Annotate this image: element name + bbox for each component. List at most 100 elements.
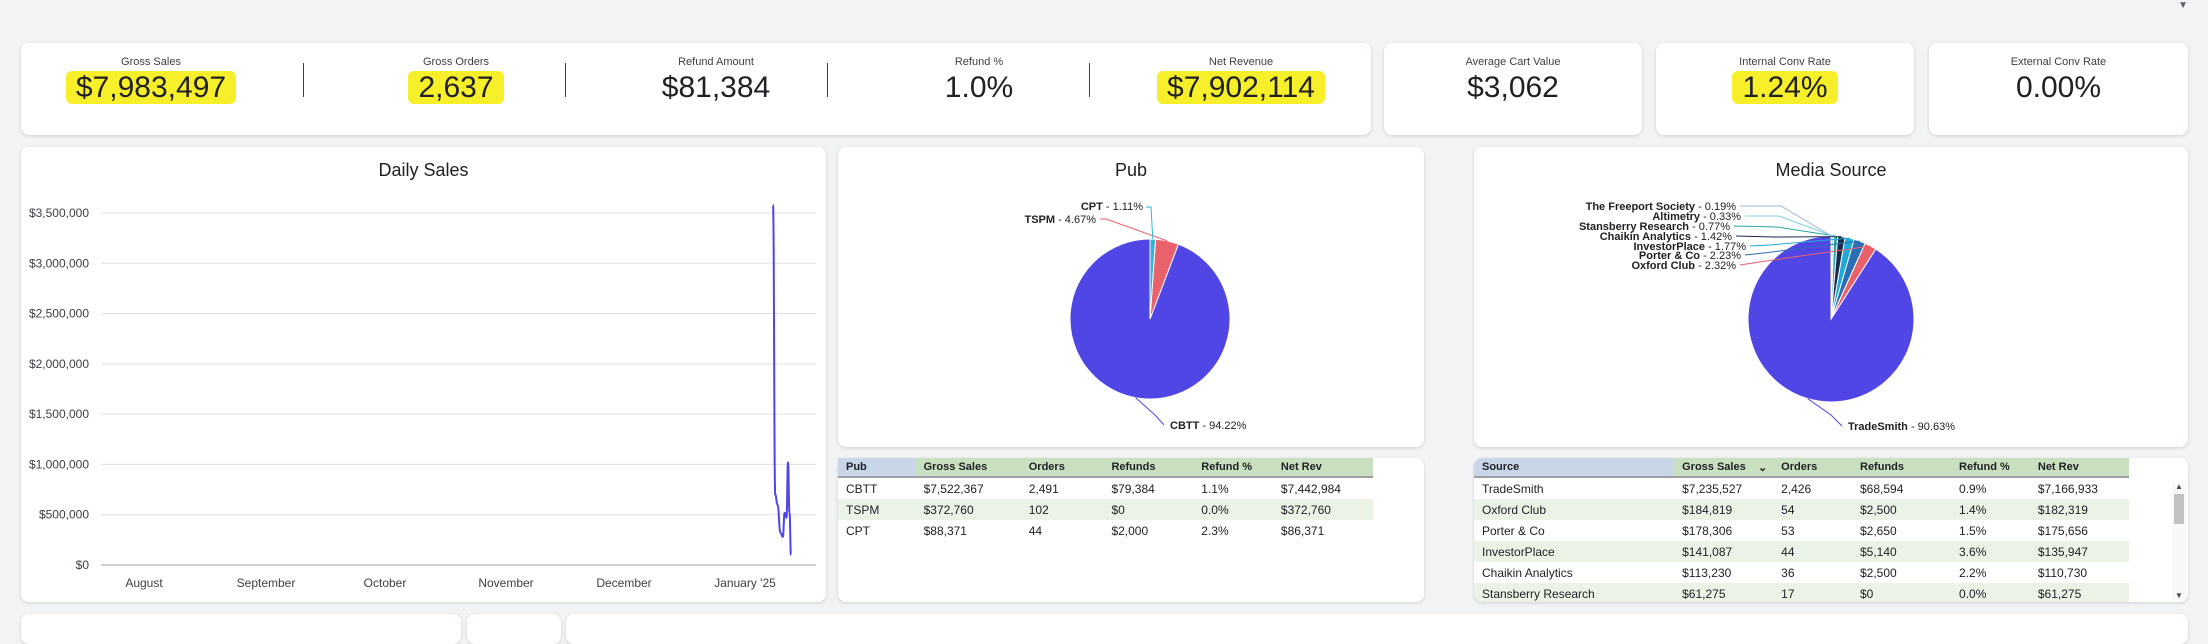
table-cell: $0 (1103, 499, 1194, 520)
scroll-down-icon[interactable]: ▼ (2175, 591, 2183, 600)
table-cell: 17 (1773, 583, 1852, 602)
column-header[interactable]: Refunds (1103, 458, 1194, 478)
table-cell: $2,000 (1111, 523, 1149, 538)
kpi-label: Gross Orders (422, 56, 489, 68)
chart-title: Pub (1114, 160, 1148, 180)
table-row[interactable]: TradeSmith $7,235,527 2,426 $68,594 0.9% $7,1… (1474, 477, 2129, 499)
kpi-card-main: Gross Sales $7,983,497 Gross Orders 2,63… (21, 43, 1371, 135)
table-row[interactable]: Oxford Club $184,819 54 $2,500 1.4% $182,319 (1474, 499, 2129, 520)
column-header[interactable]: Orders (1020, 458, 1104, 478)
slice-label: TSPM - 4.67% (1024, 214, 1096, 226)
column-header[interactable]: Pub (838, 458, 916, 478)
divider (827, 63, 828, 97)
column-header[interactable]: Gross Sales (915, 458, 1021, 478)
column-header[interactable]: Source (1474, 458, 1675, 478)
column-header[interactable]: Net Rev (2029, 458, 2129, 478)
x-tick-label: January '25 (714, 576, 776, 590)
slice-label: Chaikin Analytics - 1.42% (1600, 231, 1732, 243)
table-row[interactable]: Stansberry Research $61,275 17 $0 0.0% $61,27… (1474, 583, 2129, 602)
sort-chevron-icon[interactable]: ⌄ (1757, 461, 1768, 474)
leader-line (1749, 237, 1850, 247)
kpi-refund-amount: Refund Amount $81,384 (576, 43, 856, 135)
table-cell: $184,819 (1674, 499, 1774, 520)
kpi-net-revenue: Net Revenue $7,902,114 (1101, 43, 1381, 135)
y-tick-label: $1,500,000 (29, 407, 89, 421)
media-source-card: Media Source TradeSmith - 90.63% Oxford C… (1474, 147, 2188, 447)
table-cell: 53 (1781, 523, 1795, 538)
leader-line (1146, 206, 1154, 240)
y-tick-label: $0 (76, 558, 90, 572)
leader-line (1745, 215, 1834, 237)
kpi-label: Refund Amount (678, 56, 754, 68)
column-header[interactable]: Refunds (1852, 458, 1952, 478)
slice-label: TradeSmith - 90.63% (1848, 421, 1955, 433)
kpi-label: Refund % (954, 56, 1004, 68)
scroll-up-icon[interactable]: ▲ (2175, 482, 2183, 491)
table-cell: $7,235,527 (1682, 481, 1743, 496)
leader-line (1135, 397, 1165, 426)
table-cell: 0.0% (1193, 499, 1273, 520)
table-row[interactable]: Chaikin Analytics $113,230 36 $2,500 2.2% $11… (1474, 562, 2129, 583)
table-row[interactable]: CBTT $7,522,367 2,491 $79,384 1.1% $7,442,984 (838, 477, 1373, 499)
media-table-card: Source Gross Sales ⌄ Orders Refunds Refund %… (1474, 458, 2188, 602)
kpi-card-external-conv: External Conv Rate 0.00% (1929, 43, 2188, 135)
table-cell: 1.1% (1201, 481, 1229, 496)
slice-label: The Freeport Society - 0.19% (1586, 201, 1737, 213)
kpi-value: 1.24% (1732, 71, 1838, 104)
table-cell: CPT (846, 523, 870, 538)
pub-pie-chart[interactable]: CBTT - 94.22% TSPM - 4.67%CPT - 1.11% (838, 147, 1424, 447)
table-row[interactable]: InvestorPlace $141,087 44 $5,140 3.6% $135,94… (1474, 541, 2129, 562)
top-dropdown-chevron-icon[interactable]: ▼ (2178, 0, 2188, 11)
x-tick-label: December (596, 576, 651, 590)
table-cell: $110,730 (2037, 565, 2088, 580)
x-tick-label: September (237, 576, 296, 590)
column-header[interactable]: Refund % (1193, 458, 1273, 478)
table-cell: 1.4% (1951, 499, 2030, 520)
table-scrollbar[interactable]: ▲ ▼ (2172, 482, 2186, 600)
slice-label: Porter & Co - 2.23% (1639, 250, 1741, 262)
series-line (772, 203, 792, 556)
table-cell: TSPM (838, 499, 916, 520)
media-source-table: Source Gross Sales ⌄ Orders Refunds Refund %… (1474, 458, 2129, 602)
table-cell: $88,371 (923, 523, 967, 538)
column-header[interactable]: Gross Sales ⌄ (1674, 458, 1774, 478)
kpi-label: Net Revenue (1208, 56, 1274, 68)
leader-line (1740, 205, 1832, 237)
pub-card: Pub CBTT - 94.22% TSPM - 4.67% CPT - 1.11% (838, 147, 1424, 447)
table-row[interactable]: TSPM $372,760 102 $0 0.0% $372,760 (838, 499, 1373, 520)
kpi-value: $7,902,114 (1157, 71, 1325, 104)
column-header[interactable]: Net Rev (1272, 458, 1373, 478)
column-header[interactable]: Orders (1773, 458, 1852, 478)
leader-line (1733, 225, 1836, 237)
table-cell: 44 (1028, 523, 1043, 538)
slice-label: CBTT - 94.22% (1170, 420, 1247, 432)
bottom-card-2 (467, 614, 561, 644)
kpi-value: 2,637 (408, 71, 504, 104)
divider (565, 63, 566, 97)
column-header[interactable]: Refund % (1951, 458, 2030, 478)
table-row[interactable]: Porter & Co $178,306 53 $2,650 1.5% $175,656 (1474, 520, 2129, 541)
table-cell: Porter & Co (1482, 523, 1545, 538)
pub-table: Pub Gross Sales Orders Refunds Refund % Net R… (838, 458, 1373, 541)
table-cell: $0 (1852, 583, 1952, 602)
table-cell: $2,500 (1852, 499, 1952, 520)
table-cell: $141,087 (1674, 541, 1774, 562)
table-cell: 1.5% (1959, 523, 1987, 538)
kpi-value: 1.0% (944, 71, 1014, 104)
table-cell: CBTT (846, 481, 878, 496)
table-cell: $113,230 (1682, 565, 1732, 580)
divider (303, 63, 304, 97)
kpi-value: $3,062 (1467, 71, 1559, 104)
table-cell: 0.0% (1951, 583, 2030, 602)
table-row[interactable]: CPT $88,371 44 $2,000 2.3% $86,371 (838, 520, 1373, 541)
table-cell: 44 (1773, 541, 1852, 562)
chart-title: Media Source (1775, 160, 1887, 180)
slice-label: Altimetry - 0.33% (1652, 211, 1741, 223)
media-source-pie-chart[interactable]: TradeSmith - 90.63% Oxford Club - 2.32%Po… (1474, 147, 2188, 447)
daily-sales-chart[interactable]: $3,500,000 $3,000,000 $2,500,000 $2,000,000… (21, 147, 826, 602)
y-tick-label: $1,000,000 (29, 457, 89, 471)
kpi-card-cart: Average Cart Value $3,062 (1384, 43, 1642, 135)
table-cell: $5,140 (1852, 541, 1952, 562)
kpi-card-internal-conv: Internal Conv Rate 1.24% (1656, 43, 1914, 135)
scrollbar-thumb[interactable] (2174, 494, 2184, 524)
